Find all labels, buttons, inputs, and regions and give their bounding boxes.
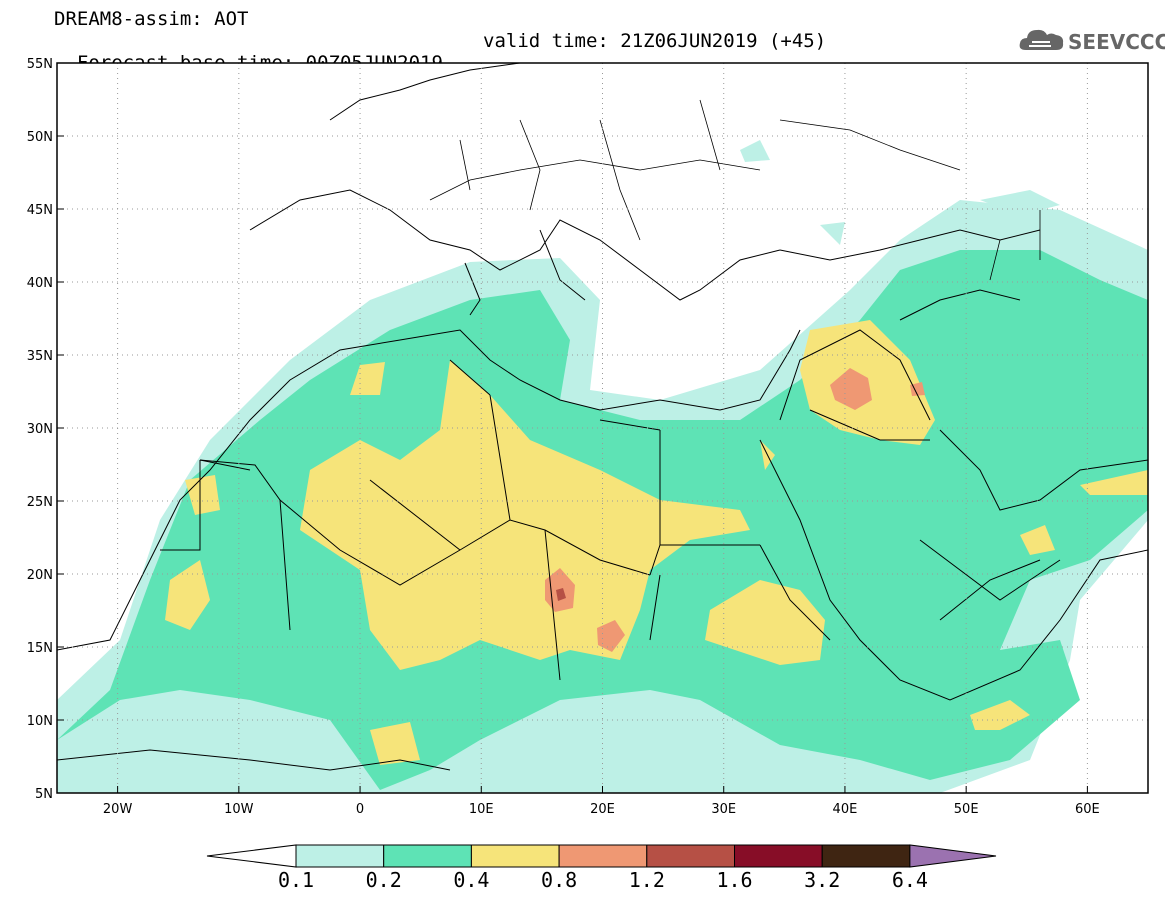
colorbar-max-arrow	[909, 844, 997, 868]
aot-band-0-4-sahara	[300, 360, 750, 670]
colorbar-level-label: 1.6	[716, 868, 753, 892]
lat-tick-label: 10N	[27, 714, 53, 729]
lat-tick-label: 50N	[27, 130, 53, 145]
borders	[160, 329, 1061, 681]
logo-text: SEEVCCC	[1068, 30, 1165, 54]
lat-tick-label: 35N	[27, 349, 53, 364]
lat-tick-label: 40N	[27, 276, 53, 291]
lon-tick-label: 40E	[833, 802, 858, 817]
colorbar	[206, 844, 997, 868]
lat-tick-label: 25N	[27, 495, 53, 510]
aot-band-0-4-sudan	[705, 580, 825, 665]
aot-band-1-2	[556, 588, 566, 601]
cloud-icon	[1019, 29, 1064, 50]
lon-tick-label: 60E	[1075, 802, 1100, 817]
valid-time: valid time: 21Z06JUN2019 (+45)	[483, 30, 827, 52]
lat-tick-label: 20N	[27, 568, 53, 583]
colorbar-swatch	[383, 844, 472, 868]
colorbar-level-label: 0.4	[453, 868, 490, 892]
lon-tick-label: 20W	[103, 802, 133, 817]
lat-tick-label: 55N	[27, 57, 53, 72]
aot-band-0-4-west	[165, 362, 385, 630]
lon-tick-label: 10E	[469, 802, 494, 817]
lon-tick-label: 50E	[954, 802, 979, 817]
colorbar-level-label: 0.2	[365, 868, 402, 892]
graticule	[57, 63, 1148, 793]
seevccc-logo: SEEVCCC	[1018, 26, 1165, 54]
colorbar-level-label: 1.2	[628, 868, 665, 892]
colorbar-swatch	[646, 844, 735, 868]
colorbar-level-label: 3.2	[804, 868, 841, 892]
colorbar-swatch	[295, 844, 385, 868]
colorbar-min-arrow	[206, 844, 297, 868]
lon-tick-label: 10W	[224, 802, 254, 817]
lat-tick-label: 30N	[27, 422, 53, 437]
lon-tick-label: 20E	[590, 802, 615, 817]
lat-tick-label: 15N	[27, 641, 53, 656]
lon-tick-label: 0	[356, 802, 364, 817]
axis-ticks: 5N 10N 15N 20N 25N 30N 35N 40N 45N 50N 55N 20W 10W 0 1…	[27, 57, 1100, 817]
colorbar-level-label: 0.8	[541, 868, 578, 892]
colorbar-swatch	[470, 844, 560, 868]
europe-borders	[429, 99, 1041, 281]
colorbar-swatch	[821, 844, 911, 868]
colorbar-swatch	[734, 844, 823, 868]
colorbar-level-label: 6.4	[891, 868, 928, 892]
colorbar-swatch	[558, 844, 648, 868]
colorbar-level-label: 0.1	[277, 868, 315, 892]
lon-tick-label: 30E	[711, 802, 736, 817]
map-title: DREAM8-assim: AOT	[54, 8, 249, 30]
coastlines	[57, 63, 1148, 771]
lat-tick-label: 45N	[27, 203, 53, 218]
lat-tick-label: 5N	[35, 787, 53, 802]
